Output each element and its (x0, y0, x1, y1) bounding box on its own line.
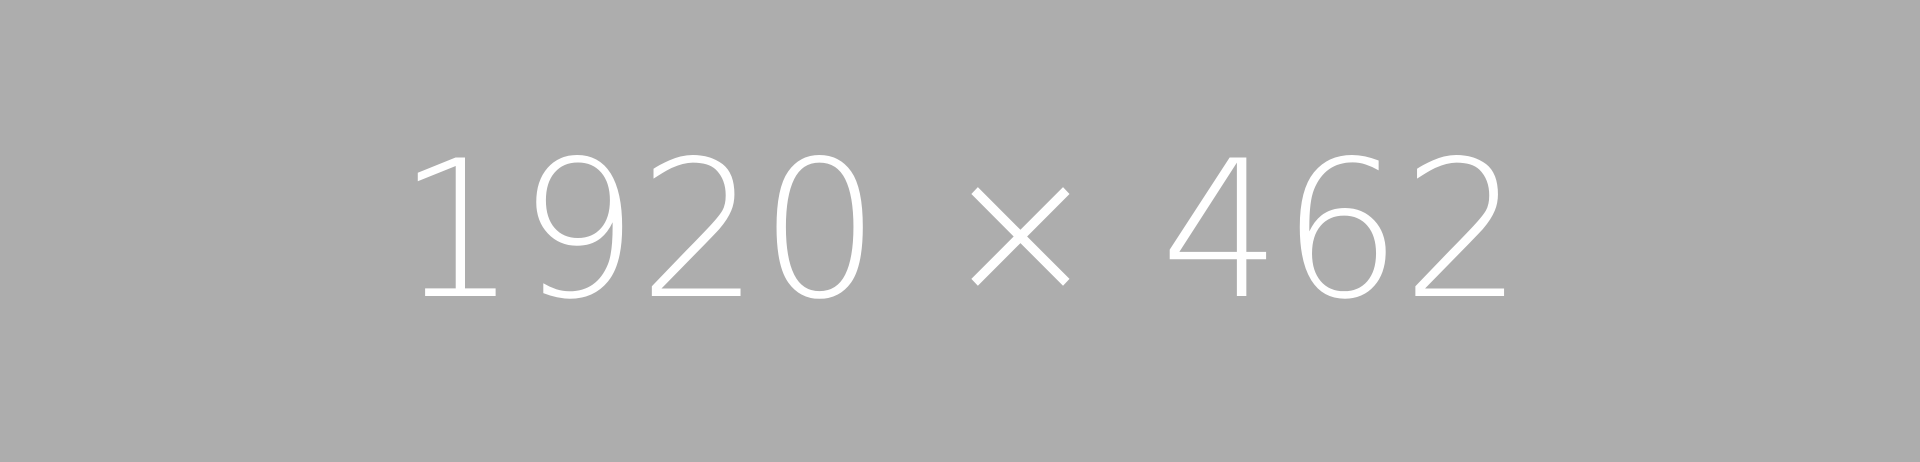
placeholder-dimensions-label: 1920 × 462 (396, 120, 1524, 341)
placeholder-image: 1920 × 462 (396, 120, 1524, 341)
